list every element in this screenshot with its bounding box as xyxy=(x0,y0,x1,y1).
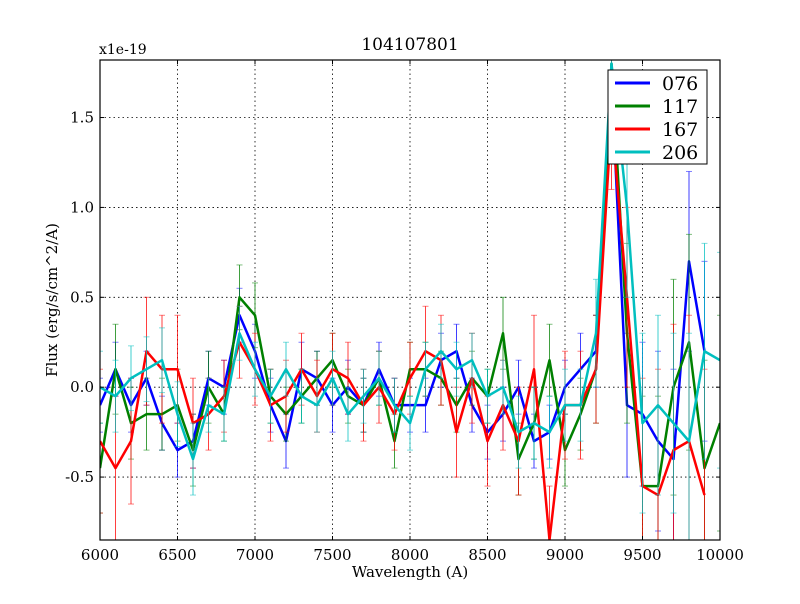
x-axis-label: Wavelength (A) xyxy=(352,563,468,581)
y-multiplier: x1e-19 xyxy=(99,42,147,58)
y-tick-label: 1.5 xyxy=(70,109,94,127)
x-tick-label: 6000 xyxy=(81,546,119,564)
series-line xyxy=(100,116,706,540)
axis-ticks: 6000 6500 7000 7500 8000 8500 9000 9500 10000 -0.… xyxy=(65,60,744,564)
legend-label: 167 xyxy=(662,119,698,141)
x-tick-label: 6500 xyxy=(158,546,196,564)
x-tick-label: 7500 xyxy=(313,546,351,564)
y-tick-label: 0.0 xyxy=(70,378,94,396)
legend-label: 206 xyxy=(662,142,698,164)
legend-label: 076 xyxy=(662,73,698,95)
legend-box xyxy=(607,69,708,165)
y-tick-label: 1.0 xyxy=(70,198,94,216)
x-tick-label: 9500 xyxy=(623,546,661,564)
x-tick-label: 8000 xyxy=(391,546,429,564)
x-tick-label: 10000 xyxy=(696,546,744,564)
x-tick-label: 9000 xyxy=(546,546,584,564)
x-tick-label: 8500 xyxy=(468,546,506,564)
chart-title: 104107801 xyxy=(361,35,458,55)
legend-label: 117 xyxy=(662,96,698,118)
x-tick-label: 7000 xyxy=(236,546,274,564)
y-axis-label: Flux (erg/s/cm^2/A) xyxy=(43,223,61,377)
y-tick-label: -0.5 xyxy=(65,468,94,486)
y-tick-label: 0.5 xyxy=(70,288,94,306)
